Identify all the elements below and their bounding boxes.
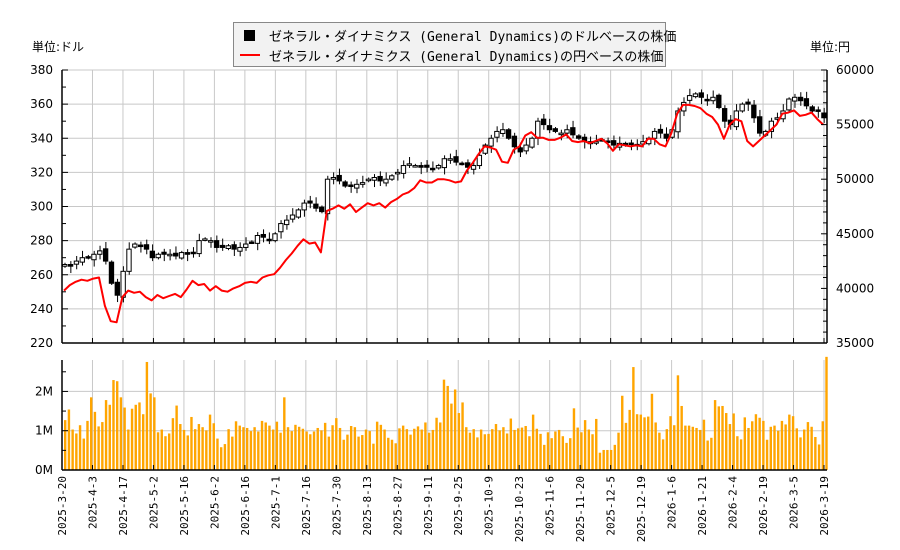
red-line-icon xyxy=(240,54,260,56)
axis-tick-labels: 220 240 260 280 300 320 340 360 380 35000 40000 450… xyxy=(30,63,874,542)
price-grid xyxy=(61,69,827,344)
svg-text:2025-4-3: 2025-4-3 xyxy=(86,476,99,529)
svg-text:50000: 50000 xyxy=(836,172,874,186)
left-axis-unit: 単位:ドル xyxy=(32,40,85,54)
legend-label-usd: ゼネラル・ダイナミクス (General Dynamics)のドルベースの株価 xyxy=(269,29,677,45)
svg-text:2025-9-25: 2025-9-25 xyxy=(452,476,465,536)
svg-text:2025-10-9: 2025-10-9 xyxy=(483,476,496,536)
svg-text:2025-3-20: 2025-3-20 xyxy=(56,476,69,536)
svg-text:2026-1-6: 2026-1-6 xyxy=(666,476,679,529)
svg-text:260: 260 xyxy=(30,268,53,282)
svg-text:240: 240 xyxy=(30,302,53,316)
chart-legend: ゼネラル・ダイナミクス (General Dynamics)のドルベースの株価 … xyxy=(233,22,676,67)
svg-text:320: 320 xyxy=(30,165,53,179)
svg-text:2025-8-13: 2025-8-13 xyxy=(361,476,374,536)
svg-text:2025-12-19: 2025-12-19 xyxy=(635,476,648,542)
svg-text:45000: 45000 xyxy=(836,227,874,241)
legend-label-jpy: ゼネラル・ダイナミクス (General Dynamics)の円ベースの株価 xyxy=(269,49,664,65)
svg-text:380: 380 xyxy=(30,63,53,77)
svg-text:2026-1-21: 2026-1-21 xyxy=(696,476,709,536)
svg-text:2M: 2M xyxy=(35,384,53,398)
legend-item-jpy: ゼネラル・ダイナミクス (General Dynamics)の円ベースの株価 xyxy=(240,45,663,65)
svg-text:360: 360 xyxy=(30,97,53,111)
svg-text:2025-8-27: 2025-8-27 xyxy=(391,476,404,536)
svg-text:340: 340 xyxy=(30,131,53,145)
legend-item-usd: ゼネラル・ダイナミクス (General Dynamics)のドルベースの株価 xyxy=(240,25,676,45)
svg-text:0M: 0M xyxy=(35,463,53,477)
jpy-price-line xyxy=(63,103,824,324)
svg-text:2025-7-1: 2025-7-1 xyxy=(269,476,282,529)
svg-text:280: 280 xyxy=(30,234,53,248)
svg-text:220: 220 xyxy=(30,336,53,350)
svg-text:35000: 35000 xyxy=(836,336,874,350)
usd-candlesticks xyxy=(62,88,827,303)
svg-text:55000: 55000 xyxy=(836,118,874,132)
svg-text:2025-11-6: 2025-11-6 xyxy=(544,476,557,536)
svg-text:2025-6-2: 2025-6-2 xyxy=(208,476,221,529)
svg-text:2025-12-5: 2025-12-5 xyxy=(605,476,618,536)
right-axis-unit: 単位:円 xyxy=(810,40,851,54)
black-square-icon xyxy=(244,29,255,41)
volume-bars xyxy=(64,356,828,470)
svg-text:2025-6-16: 2025-6-16 xyxy=(239,476,252,536)
svg-text:2026-3-19: 2026-3-19 xyxy=(818,476,831,536)
svg-text:2025-7-16: 2025-7-16 xyxy=(300,476,313,536)
svg-text:2026-2-4: 2026-2-4 xyxy=(727,476,740,529)
svg-text:2025-5-2: 2025-5-2 xyxy=(147,476,160,529)
svg-text:2026-3-5: 2026-3-5 xyxy=(788,476,801,529)
svg-text:300: 300 xyxy=(30,200,53,214)
svg-text:2025-5-16: 2025-5-16 xyxy=(178,476,191,536)
svg-text:2025-9-11: 2025-9-11 xyxy=(422,476,435,536)
chart-axes xyxy=(61,69,828,471)
svg-text:2025-4-17: 2025-4-17 xyxy=(117,476,130,536)
svg-text:60000: 60000 xyxy=(836,63,874,77)
svg-text:40000: 40000 xyxy=(836,281,874,295)
svg-text:1M: 1M xyxy=(35,424,53,438)
svg-text:2025-11-20: 2025-11-20 xyxy=(574,476,587,542)
svg-text:2025-10-23: 2025-10-23 xyxy=(513,476,526,542)
svg-text:2025-7-30: 2025-7-30 xyxy=(330,476,343,536)
svg-text:2026-2-19: 2026-2-19 xyxy=(757,476,770,536)
